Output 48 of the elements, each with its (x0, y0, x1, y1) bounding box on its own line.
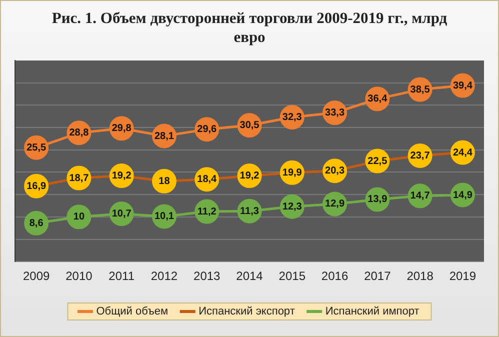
data-label: 12,9 (325, 198, 345, 210)
data-label: 33,3 (325, 108, 345, 119)
data-label: 10 (73, 212, 85, 223)
legend-label: Испанский импорт (325, 306, 420, 318)
data-label: 25,5 (26, 142, 46, 154)
data-label: 29,8 (112, 123, 132, 134)
chart-title: Рис. 1. Объем двусторонней торговли 2009-2019 гг., млрд евро (50, 9, 448, 47)
data-label: 11,2 (197, 206, 217, 218)
x-tick-label: 2013 (194, 269, 221, 284)
data-label: 19,2 (112, 170, 132, 182)
data-label: 10,7 (112, 208, 132, 220)
data-label: 28,1 (154, 130, 174, 142)
x-tick-label: 2015 (278, 269, 306, 284)
x-tick-label: 2012 (150, 269, 178, 284)
x-tick-label: 2009 (22, 269, 50, 284)
data-label: 39,4 (452, 80, 473, 92)
legend-label: Общий объем (96, 306, 168, 318)
data-label: 18,4 (197, 174, 218, 186)
data-label: 28,8 (69, 128, 90, 139)
x-tick-label: 2014 (236, 269, 264, 284)
data-label: 14,7 (410, 190, 430, 202)
data-label: 23,7 (410, 150, 430, 162)
data-label: 18,7 (69, 172, 90, 184)
data-label: 32,3 (282, 112, 302, 124)
data-label: 20,3 (325, 166, 345, 177)
x-tick-label: 2018 (406, 269, 434, 284)
data-label: 24,4 (452, 147, 473, 158)
data-label: 30,5 (240, 120, 260, 132)
data-label: 10,1 (154, 211, 174, 222)
data-label: 14,9 (452, 190, 473, 201)
data-label: 29,6 (197, 124, 218, 136)
x-tick-label: 2019 (449, 269, 476, 284)
x-tick-label: 2011 (108, 269, 135, 284)
data-label: 12,3 (282, 201, 302, 212)
data-label: 22,5 (368, 156, 388, 167)
data-label: 8,6 (29, 218, 44, 229)
data-label: 19,9 (282, 167, 302, 178)
data-label: 38,5 (410, 84, 430, 96)
x-tick-label: 2017 (364, 269, 392, 284)
data-label: 16,9 (26, 180, 46, 192)
data-label: 18 (158, 176, 170, 187)
legend-label: Испанский экспорт (198, 306, 295, 318)
data-label: 11,3 (240, 206, 260, 217)
x-tick-label: 2016 (321, 269, 348, 284)
data-label: 19,2 (240, 170, 260, 182)
data-label: 13,9 (368, 194, 388, 206)
x-tick-label: 2010 (66, 269, 93, 284)
data-label: 36,4 (368, 94, 388, 105)
